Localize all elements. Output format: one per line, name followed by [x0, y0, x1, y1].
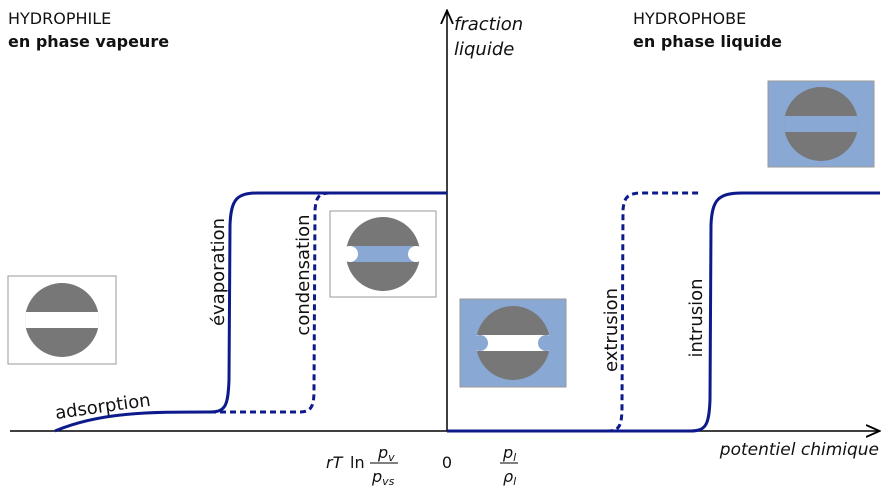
intrusion-curve: [447, 191, 880, 433]
formula: pvs: [371, 467, 395, 488]
curve-label: intrusion: [686, 278, 707, 357]
formula: ρl: [503, 467, 516, 488]
formula: ln: [350, 453, 365, 472]
pore-icon: [767, 80, 875, 168]
right-title: HYDROPHOBE: [633, 9, 746, 28]
condensation-curve: [210, 191, 447, 414]
right-subtitle: en phase liquide: [633, 32, 782, 51]
pore-icon: [329, 210, 437, 298]
extrusion-curve: [447, 191, 700, 433]
curve-label: extrusion: [601, 288, 622, 372]
curve-label: évaporation: [208, 218, 229, 326]
y-axis-label: liquide: [454, 39, 514, 60]
curve-label: condensation: [293, 214, 314, 335]
adsorption-evaporation-curve: [54, 191, 447, 433]
left-subtitle: en phase vapeure: [8, 32, 169, 51]
formula: pl: [502, 443, 516, 464]
y-axis-label: fraction: [454, 14, 523, 35]
pore-icon: [7, 275, 117, 365]
left-title: HYDROPHILE: [8, 9, 111, 28]
formula: pv: [377, 443, 395, 464]
pore-icon: [459, 298, 567, 388]
origin-label: 0: [442, 453, 452, 472]
x-axis-label: potentiel chimique: [719, 440, 879, 460]
formula: rT: [326, 453, 344, 472]
